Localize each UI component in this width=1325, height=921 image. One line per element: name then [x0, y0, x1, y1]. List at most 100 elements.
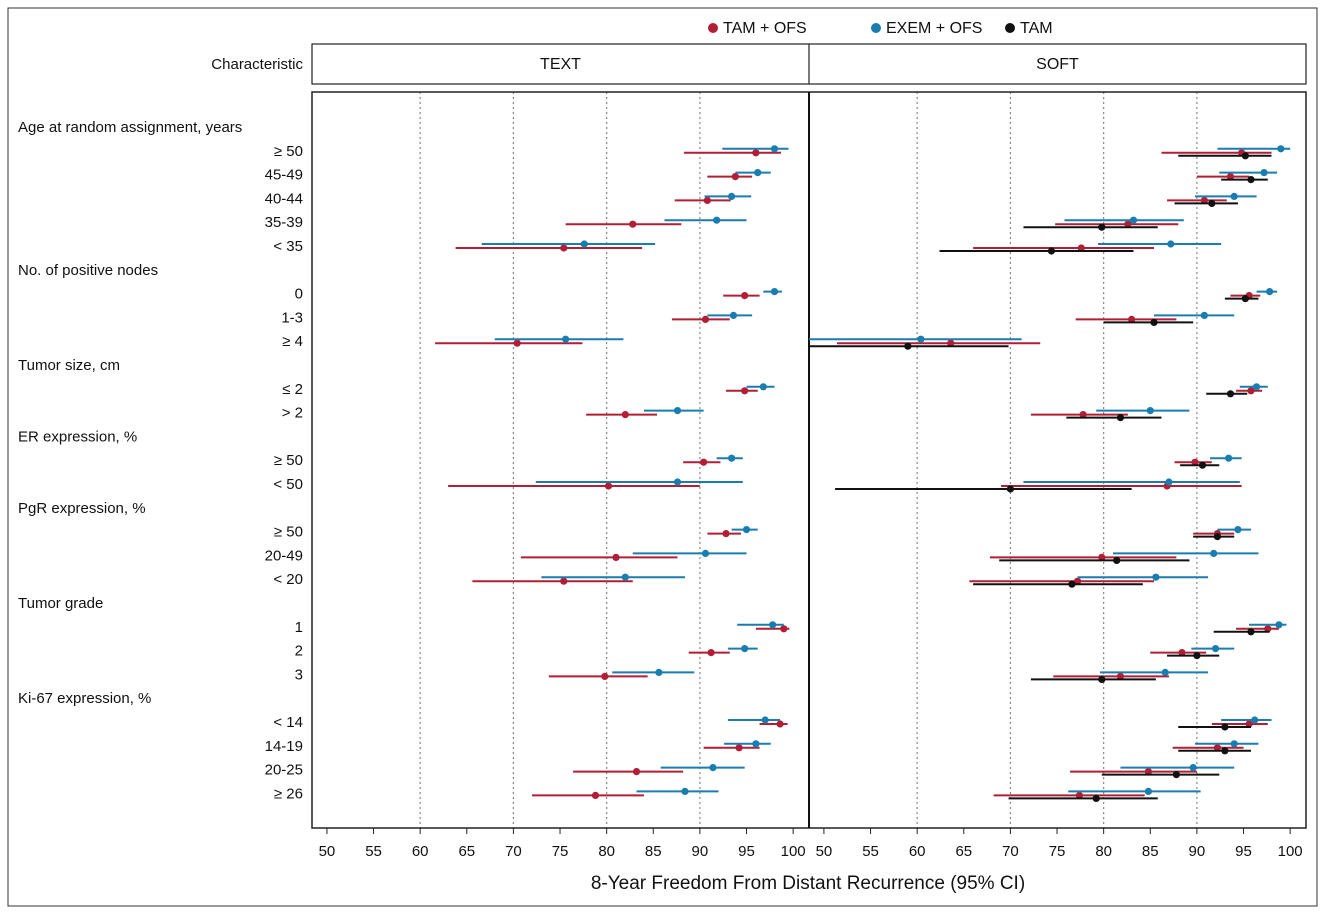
point [580, 240, 588, 248]
x-tick-label: 50 [816, 843, 833, 860]
point [1116, 414, 1125, 422]
row-label: < 14 [273, 714, 303, 731]
point [1260, 169, 1268, 177]
point [728, 454, 736, 462]
x-tick-label: 50 [319, 843, 336, 860]
point [780, 625, 788, 633]
point [1150, 318, 1158, 326]
legend-marker [708, 23, 718, 33]
point [1144, 787, 1153, 796]
point [629, 220, 637, 228]
x-tick-label: 75 [1049, 843, 1066, 860]
point [770, 288, 779, 296]
x-tick-label: 60 [909, 843, 926, 860]
point [1146, 407, 1154, 415]
point [562, 335, 570, 343]
point [1277, 145, 1285, 153]
point [601, 672, 609, 681]
legend-label: TAM + OFS [723, 20, 807, 37]
x-tick-label: 90 [1189, 843, 1206, 860]
legend-marker [871, 23, 881, 33]
row-label: 20-25 [265, 762, 303, 779]
outer-frame [7, 7, 1318, 907]
x-tick-label: 60 [412, 843, 429, 860]
point [1226, 173, 1235, 181]
x-tick-label: 65 [458, 843, 475, 860]
point [729, 311, 738, 319]
x-tick-label: 65 [955, 843, 972, 860]
point [917, 335, 925, 343]
row-label: 35-39 [265, 214, 303, 231]
point [1077, 244, 1085, 252]
point [1200, 196, 1208, 204]
point [1275, 621, 1283, 629]
x-tick-label: 75 [552, 843, 569, 860]
point [621, 573, 629, 581]
point [701, 549, 710, 558]
point [1167, 240, 1175, 248]
point [1221, 747, 1229, 755]
point [731, 173, 739, 181]
group-label: Tumor grade [18, 595, 103, 612]
row-label: 2 [295, 643, 303, 660]
row-label: < 35 [273, 238, 303, 255]
row-label: ≥ 4 [282, 333, 303, 350]
point [1247, 176, 1255, 184]
row-label: ≥ 50 [274, 524, 303, 541]
point [1128, 315, 1136, 323]
point [1092, 794, 1100, 803]
point [947, 339, 955, 347]
point [621, 411, 629, 419]
point [632, 768, 641, 776]
point [722, 530, 730, 538]
row-label: 0 [295, 286, 303, 303]
x-tick-label: 70 [1002, 843, 1019, 860]
row-label: ≥ 50 [274, 452, 303, 469]
point [591, 791, 600, 800]
point [1079, 411, 1087, 419]
point [1152, 573, 1160, 581]
point [1247, 628, 1255, 636]
point [681, 787, 689, 796]
row-label: ≥ 50 [274, 143, 303, 160]
point [1252, 383, 1261, 391]
point [1193, 652, 1201, 660]
x-tick-label: 100 [781, 843, 806, 860]
point [1226, 390, 1235, 398]
point [761, 716, 769, 724]
point [1213, 533, 1222, 541]
point [769, 621, 777, 629]
group-label: ER expression, % [18, 428, 137, 445]
point [904, 342, 912, 350]
point [1098, 553, 1106, 562]
point [1247, 387, 1255, 395]
x-tick-label: 90 [692, 843, 709, 860]
point [754, 169, 762, 177]
point [707, 649, 715, 657]
point [1073, 577, 1082, 585]
point [776, 720, 784, 728]
column-title: Characteristic [211, 56, 303, 73]
point [1113, 556, 1121, 565]
point [713, 216, 721, 224]
point [1211, 645, 1220, 653]
point [1213, 744, 1222, 752]
point [1198, 461, 1207, 469]
x-tick-label: 70 [505, 843, 522, 860]
row-label: 40-44 [265, 190, 303, 207]
legend-label: EXEM + OFS [886, 20, 982, 37]
point [700, 458, 708, 466]
row-label: 1-3 [281, 309, 303, 326]
point [742, 526, 751, 534]
point [1241, 152, 1249, 160]
panel-title: TEXT [540, 56, 581, 73]
x-axis-label: 8-Year Freedom From Distant Recurrence (… [591, 873, 1025, 894]
row-label: 20-49 [265, 547, 303, 564]
point [1221, 723, 1229, 731]
legend-label: TAM [1020, 20, 1053, 37]
point [1189, 764, 1197, 772]
group-label: Tumor size, cm [18, 357, 120, 374]
group-label: Ki-67 expression, % [18, 690, 151, 707]
point [1241, 295, 1249, 303]
point [1098, 675, 1106, 684]
